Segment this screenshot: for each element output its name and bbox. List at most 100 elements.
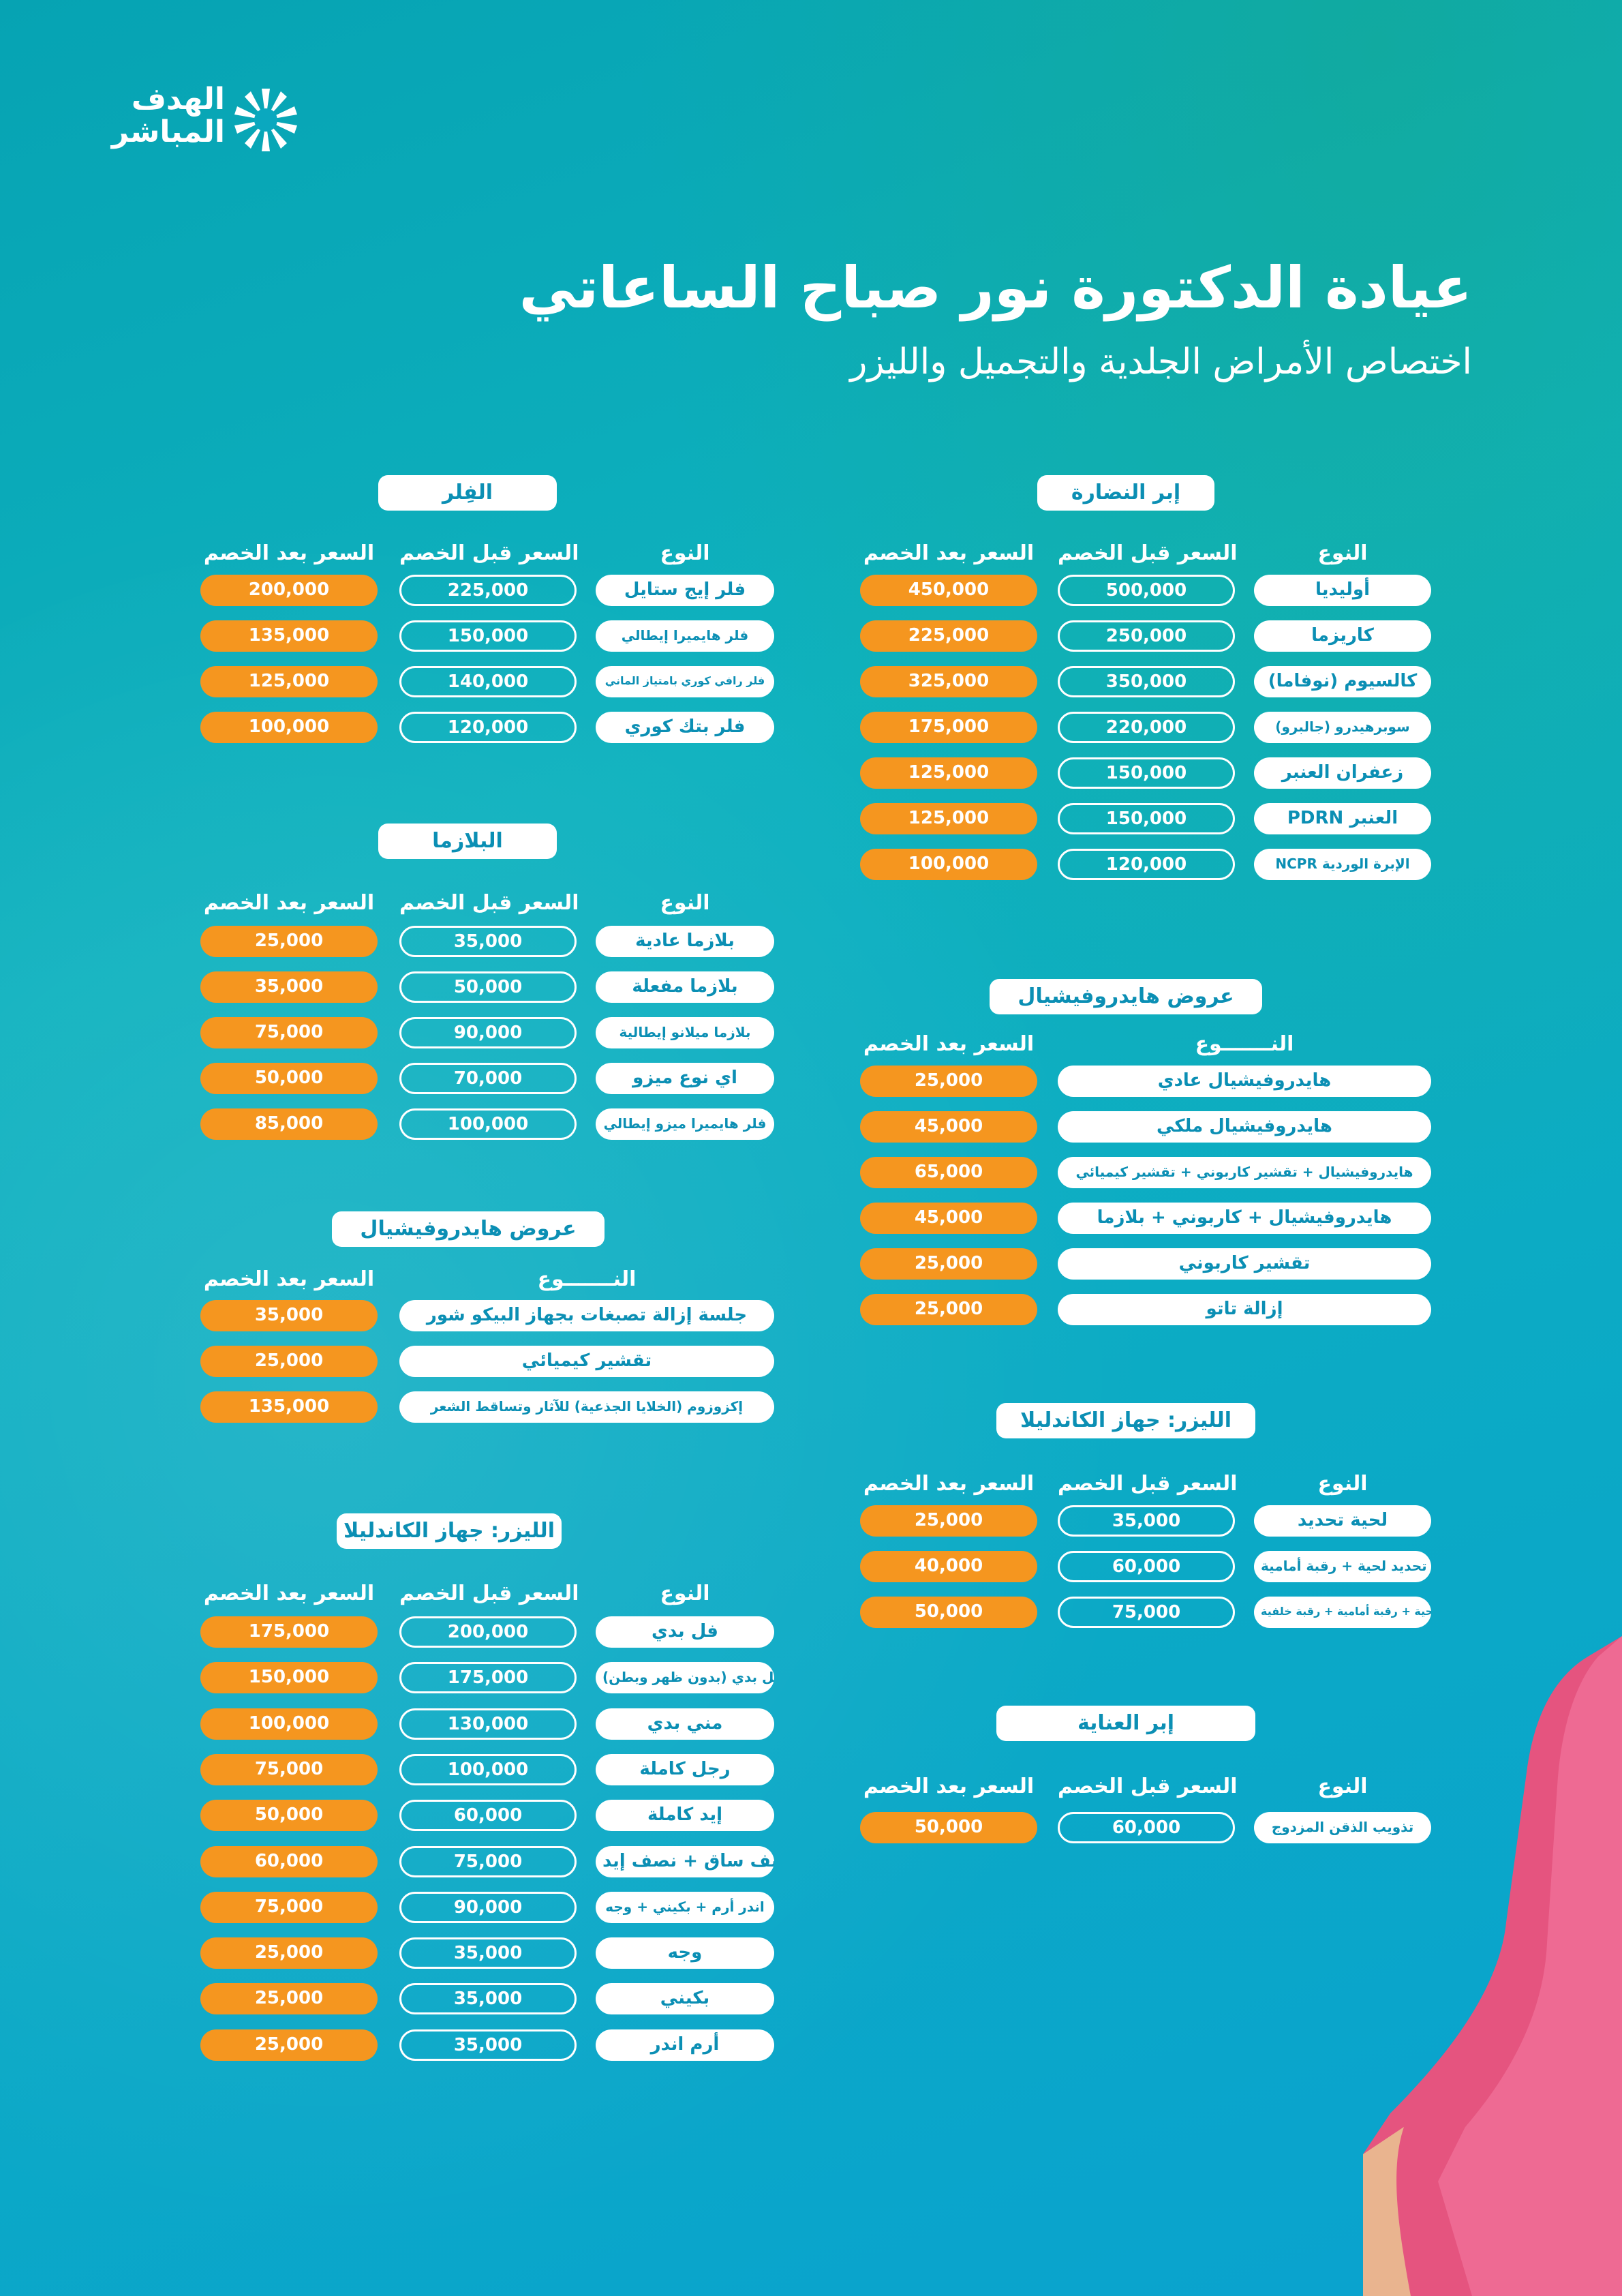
price-type-pill: إزالة تاتو — [1058, 1294, 1431, 1325]
price-type-pill: كالسيوم (نوفاما) — [1254, 666, 1431, 697]
price-before-pill: 150,000 — [399, 620, 577, 652]
price-after-pill: 45,000 — [860, 1203, 1037, 1234]
column-header-before: السعر قبل الخصم — [1058, 1774, 1238, 1798]
price-type-pill: تقشير كيميائي — [399, 1346, 774, 1377]
price-after-pill: 25,000 — [860, 1294, 1037, 1325]
price-after-pill: 150,000 — [200, 1662, 378, 1694]
column-header-before: السعر قبل الخصم — [1058, 1472, 1238, 1496]
price-type-pill: أرم اندر — [596, 2029, 774, 2061]
column-header-after: السعر بعد الخصم — [203, 1582, 375, 1605]
price-type-pill: تذويب الذقن المزدوج — [1254, 1812, 1431, 1843]
price-after-pill: 50,000 — [200, 1063, 378, 1094]
price-before-pill: 90,000 — [399, 1891, 577, 1923]
price-after-pill: 25,000 — [200, 1983, 378, 2015]
price-type-pill: زعفران العنبر — [1254, 757, 1431, 789]
price-before-pill: 35,000 — [399, 926, 577, 957]
price-type-pill: مني بدي — [596, 1708, 774, 1740]
section-title: الليزر: جهاز الكاندليلا — [996, 1403, 1255, 1438]
price-before-pill: 150,000 — [1058, 757, 1235, 789]
brand-line-2: المباشر — [111, 115, 225, 149]
price-before-pill: 200,000 — [399, 1616, 577, 1648]
price-before-pill: 130,000 — [399, 1708, 577, 1740]
section-title: البلازما — [378, 824, 557, 859]
column-header-after: السعر بعد الخصم — [863, 1774, 1035, 1798]
price-before-pill: 35,000 — [1058, 1505, 1235, 1537]
price-after-pill: 25,000 — [860, 1248, 1037, 1280]
brand-logo: الهدف المباشر — [109, 83, 327, 158]
price-after-pill: 25,000 — [200, 2029, 378, 2061]
price-after-pill: 25,000 — [860, 1505, 1037, 1537]
price-after-pill: 60,000 — [200, 1845, 378, 1877]
price-after-pill: 135,000 — [200, 1391, 378, 1423]
price-before-pill: 90,000 — [399, 1017, 577, 1048]
price-before-pill: 75,000 — [1058, 1597, 1235, 1628]
section-title: إبر العناية — [996, 1706, 1255, 1741]
price-after-pill: 125,000 — [860, 757, 1037, 789]
price-after-pill: 65,000 — [860, 1157, 1037, 1188]
section-title: عروض هايدروفيشيال — [332, 1211, 605, 1247]
price-after-pill: 35,000 — [200, 1300, 378, 1331]
column-header-after: السعر بعد الخصم — [863, 1472, 1035, 1496]
price-type-pill: فلر إيج ستايل — [596, 575, 774, 606]
price-type-pill: هايدروفيشيال + تقشير كاربوني + تقشير كيم… — [1058, 1157, 1431, 1188]
price-type-pill: هايدروفيشيال + كاربوني + بلازما — [1058, 1203, 1431, 1234]
price-type-pill: وجه — [596, 1937, 774, 1969]
price-before-pill: 500,000 — [1058, 575, 1235, 606]
price-after-pill: 50,000 — [860, 1597, 1037, 1628]
price-after-pill: 175,000 — [200, 1616, 378, 1648]
price-before-pill: 250,000 — [1058, 620, 1235, 652]
column-header-after: السعر بعد الخصم — [203, 891, 375, 915]
price-after-pill: 225,000 — [860, 620, 1037, 652]
price-after-pill: 45,000 — [860, 1111, 1037, 1143]
price-before-pill: 60,000 — [399, 1800, 577, 1832]
price-type-pill: فلر هايميرا إيطالي — [596, 620, 774, 652]
price-before-pill: 120,000 — [399, 712, 577, 743]
price-type-pill: بلازما عادية — [596, 926, 774, 957]
price-type-pill: بلازما مفعلة — [596, 971, 774, 1003]
column-header-after: السعر بعد الخصم — [203, 1267, 375, 1291]
section-title: الفِلر — [378, 475, 557, 511]
price-type-pill: إيد كاملة — [596, 1800, 774, 1832]
price-type-pill: بلازما ميلانو إيطالية — [596, 1017, 774, 1048]
column-header-after: السعر بعد الخصم — [863, 1032, 1035, 1056]
price-after-pill: 25,000 — [860, 1066, 1037, 1097]
price-type-pill: هايدروفيشيال ملكي — [1058, 1111, 1431, 1143]
price-type-pill: كاريزما — [1254, 620, 1431, 652]
column-header-type: النوع — [660, 891, 710, 915]
price-before-pill: 350,000 — [1058, 666, 1235, 697]
person-figure-illustration — [1363, 1636, 1622, 2296]
price-before-pill: 35,000 — [399, 1983, 577, 2015]
price-after-pill: 75,000 — [200, 1891, 378, 1923]
column-header-type: النوع — [1317, 1472, 1368, 1496]
price-before-pill: 35,000 — [399, 1937, 577, 1969]
price-type-pill: PDRN العنبر — [1254, 803, 1431, 834]
price-type-pill: جلسة إزالة تصبغات بجهاز البيكو شور — [399, 1300, 774, 1331]
section-title: عروض هايدروفيشيال — [990, 979, 1262, 1014]
price-after-pill: 75,000 — [200, 1753, 378, 1785]
price-after-pill: 50,000 — [860, 1812, 1037, 1843]
price-type-pill: لحية تحديد — [1254, 1505, 1431, 1537]
column-header-type: النـــــــوع — [1195, 1032, 1294, 1056]
price-before-pill: 225,000 — [399, 575, 577, 606]
column-header-before: السعر قبل الخصم — [399, 891, 579, 915]
section-title: الليزر: جهاز الكاندليلا — [337, 1513, 562, 1549]
price-after-pill: 75,000 — [200, 1017, 378, 1048]
price-after-pill: 125,000 — [200, 666, 378, 697]
price-after-pill: 175,000 — [860, 712, 1037, 743]
price-before-pill: 120,000 — [1058, 849, 1235, 880]
price-type-pill: اي نوع ميزو — [596, 1063, 774, 1094]
price-type-pill: نصف ساق + نصف إيد — [596, 1845, 774, 1877]
price-type-pill: أوليديا — [1254, 575, 1431, 606]
column-header-type: النـــــــوع — [537, 1267, 637, 1291]
price-before-pill: 70,000 — [399, 1063, 577, 1094]
price-type-pill: تحديد لحية + رقبة أمامية + رقبة خلفية — [1254, 1597, 1431, 1628]
column-header-type: النوع — [660, 541, 710, 565]
section-title: إبر النضارة — [1037, 475, 1214, 511]
price-before-pill: 100,000 — [399, 1108, 577, 1140]
price-type-pill: فل بدي — [596, 1616, 774, 1648]
price-after-pill: 100,000 — [200, 712, 378, 743]
brand-line-1: الهدف — [131, 82, 225, 117]
price-before-pill: 60,000 — [1058, 1551, 1235, 1582]
price-type-pill: بكيني — [596, 1983, 774, 2015]
price-before-pill: 220,000 — [1058, 712, 1235, 743]
